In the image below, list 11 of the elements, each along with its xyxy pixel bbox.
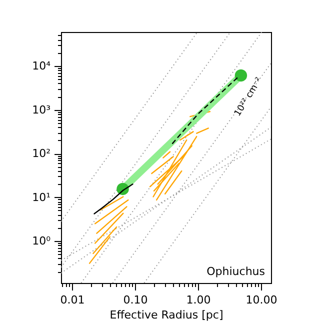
y-tick-label: 10³ — [32, 103, 50, 116]
y-tick-label: 10⁰ — [32, 234, 52, 248]
y-tick-label: 10⁴ — [32, 60, 52, 73]
x-tick-label: 0.10 — [123, 294, 148, 306]
x-axis-title: Effective Radius [pc] — [110, 308, 224, 322]
y-tick-label: 10¹ — [32, 190, 50, 204]
annotation: Ophiuchus — [206, 265, 266, 278]
x-tick-label: 10.00 — [246, 294, 278, 306]
y-tick-label: 10² — [32, 147, 50, 160]
x-tick-label: 1.00 — [186, 294, 211, 306]
x-tick-label: 0.01 — [60, 294, 85, 306]
